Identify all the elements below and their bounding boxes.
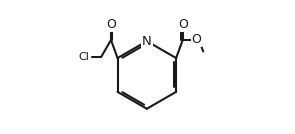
Text: O: O bbox=[178, 18, 188, 31]
Text: Cl: Cl bbox=[78, 52, 89, 62]
Text: N: N bbox=[142, 35, 152, 48]
Text: O: O bbox=[192, 34, 201, 46]
Text: O: O bbox=[106, 18, 116, 31]
